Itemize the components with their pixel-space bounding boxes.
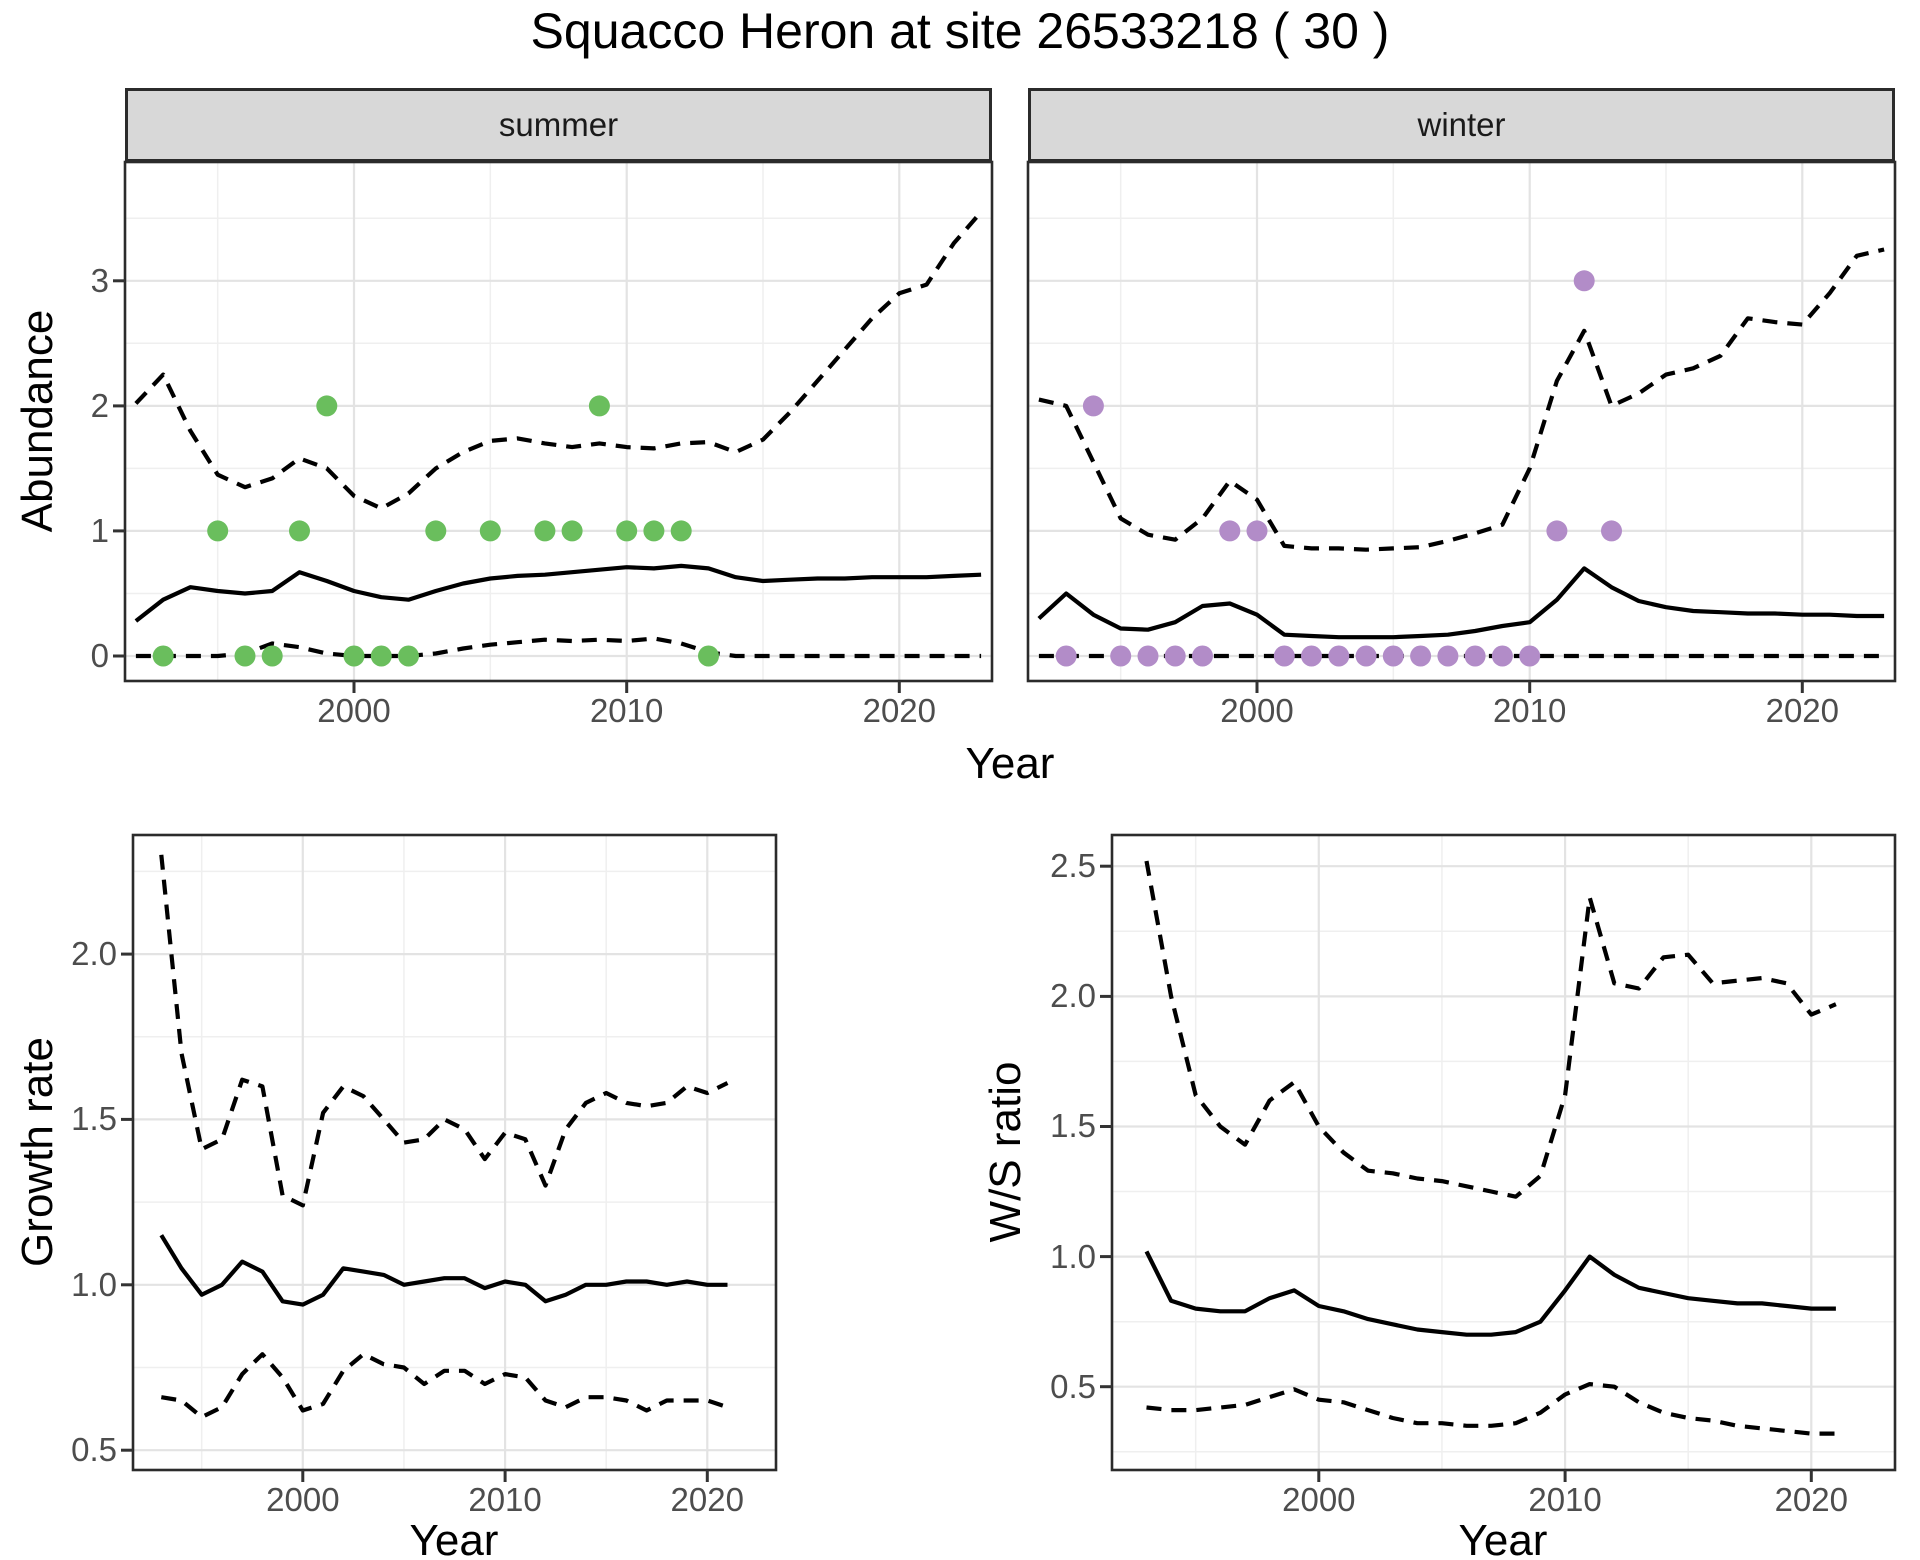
ws-upper-ci-line (1144, 860, 1837, 1199)
summer-observed-counts-point (479, 520, 501, 542)
summer-observed-counts-point (616, 520, 638, 542)
summer-observed-counts-point (316, 395, 338, 417)
summer-lower-ci-line (135, 636, 982, 659)
winter-upper-ci-line (1038, 247, 1885, 552)
ws-y-tick-label: 0.5 (1050, 1367, 1096, 1405)
winter-observed-counts-point (1055, 645, 1077, 667)
ws-series-group (1144, 860, 1837, 1436)
winter-observed-counts-point (1192, 645, 1213, 667)
winter-median-line (1037, 566, 1885, 640)
summer-observed-counts-point (289, 520, 310, 542)
summer-observed-counts-point (561, 520, 583, 542)
ws-lower-ci-line (1146, 1382, 1836, 1436)
winter-observed-counts-point (1246, 520, 1268, 542)
winter-observed-counts-point (1573, 270, 1595, 292)
summer-observed-counts-point (534, 520, 556, 542)
facet-strip-winter: winter (1028, 88, 1895, 162)
growth-x-tick-label: 2010 (468, 1481, 542, 1518)
summer-observed-counts-point (261, 645, 283, 667)
ws-y-tick-label: 1.0 (1050, 1237, 1096, 1275)
winter-observed-counts-point (1546, 520, 1568, 542)
growth-rate-axis-title: Growth rate (13, 1037, 62, 1267)
winter-observed-counts-point (1110, 645, 1132, 667)
growth-upper-ci-line (159, 854, 729, 1208)
growth-median-line (159, 1234, 728, 1307)
summer-observed-counts-point (234, 645, 256, 667)
facet-strip-summer: summer (125, 88, 992, 162)
growth-y-tick-label: 0.5 (71, 1431, 117, 1469)
ws-y-tick-label: 2.5 (1050, 847, 1096, 885)
summer-observed-counts-point (398, 645, 419, 667)
summer-x-tick-label: 2010 (589, 692, 664, 729)
ws-y-tick-label: 2.0 (1050, 977, 1096, 1015)
summer-observed-counts-point (207, 520, 229, 542)
summer-observed-counts-point (588, 395, 610, 417)
winter-observed-counts-point (1437, 645, 1459, 667)
summer-x-tick-label: 2020 (862, 692, 937, 729)
winter-x-tick-label: 2020 (1765, 692, 1840, 729)
winter-observed-counts-point (1464, 645, 1486, 667)
summer-median-line (134, 563, 982, 623)
winter-observed-counts-point (1410, 645, 1432, 667)
summer-observed-counts-point (425, 520, 447, 542)
growth-y-tick-label: 1.5 (71, 1100, 117, 1138)
ws-year-axis-title: Year (1458, 1516, 1548, 1560)
summer-x-tick-label: 2000 (317, 692, 391, 729)
growth-series-group (159, 854, 729, 1420)
winter-observed-counts-point (1355, 645, 1377, 667)
growth-y-tick-label: 2.0 (71, 935, 117, 973)
summer-y-tick-label: 1 (90, 511, 109, 549)
winter-x-tick-label: 2000 (1220, 692, 1294, 729)
facet-strip-winter-label: winter (1417, 106, 1506, 143)
plot-title: Squacco Heron at site 26533218 ( 30 ) (530, 3, 1390, 59)
summer-observed-counts-point (643, 520, 665, 542)
ws-x-tick-label: 2000 (1282, 1481, 1356, 1518)
winter-series-group (1037, 247, 1885, 667)
winter-observed-counts-point (1164, 645, 1186, 667)
summer-observed-counts-point (343, 645, 365, 667)
winter-observed-counts-point (1382, 645, 1404, 667)
ws-x-tick-label: 2010 (1528, 1481, 1602, 1518)
summer-observed-counts-point (698, 645, 719, 667)
winter-x-tick-label: 2010 (1492, 692, 1567, 729)
winter-observed-counts-point (1219, 520, 1241, 542)
growth-x-tick-label: 2000 (266, 1481, 340, 1518)
ws-ratio-axis-title: W/S ratio (981, 1061, 1030, 1243)
winter-observed-counts-point (1601, 520, 1622, 542)
winter-observed-counts-point (1519, 645, 1541, 667)
ws-x-tick-label: 2020 (1774, 1481, 1848, 1518)
growth-y-tick-label: 1.0 (71, 1265, 117, 1303)
winter-observed-counts-point (1328, 645, 1350, 667)
ws-y-tick-label: 1.5 (1050, 1107, 1096, 1145)
growth-year-axis-title: Year (409, 1516, 499, 1560)
abundance-axis-title: Abundance (13, 309, 62, 533)
growth-lower-ci-line (160, 1352, 729, 1420)
summer-y-tick-label: 0 (90, 636, 109, 674)
top-year-axis-title: Year (965, 739, 1055, 788)
summer-y-tick-label: 3 (90, 261, 109, 299)
winter-observed-counts-point (1082, 395, 1104, 417)
summer-observed-counts-point (152, 645, 174, 667)
summer-observed-counts-point (670, 520, 692, 542)
summer-observed-counts-point (370, 645, 392, 667)
facet-strip-summer-label: summer (498, 106, 619, 143)
ws-median-line (1144, 1250, 1836, 1337)
summer-y-tick-label: 2 (90, 386, 109, 424)
winter-observed-counts-point (1137, 645, 1159, 667)
winter-observed-counts-point (1491, 645, 1513, 667)
winter-observed-counts-point (1301, 645, 1322, 667)
winter-observed-counts-point (1273, 645, 1295, 667)
growth-x-tick-label: 2020 (670, 1481, 744, 1518)
summer-series-group (134, 210, 983, 667)
